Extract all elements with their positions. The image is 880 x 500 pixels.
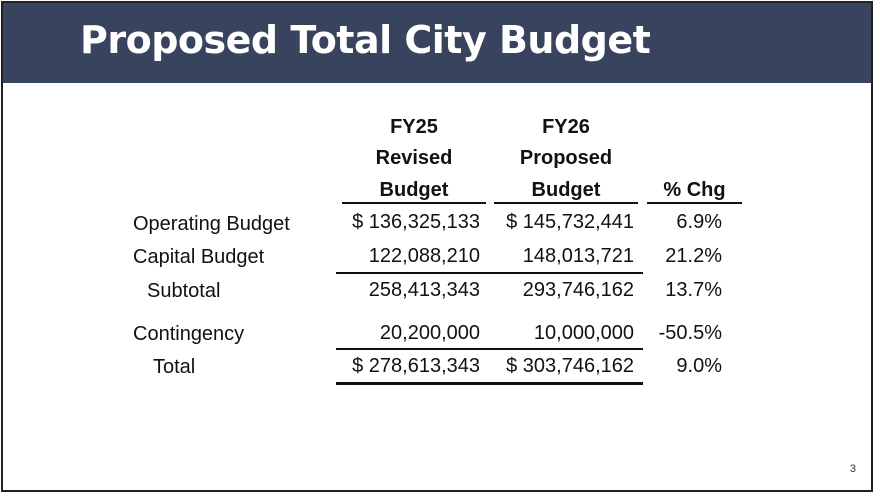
slide-frame <box>1 1 873 492</box>
total-double-rule <box>336 382 643 385</box>
row-label: Contingency <box>133 323 245 345</box>
cell-fy25: $ 278,613,343 <box>352 355 480 377</box>
row-label: Subtotal <box>147 280 221 302</box>
cell-pct: 6.9% <box>676 211 722 233</box>
header-underline <box>494 202 638 204</box>
page-number: 3 <box>849 463 856 475</box>
row-label: Capital Budget <box>133 246 265 268</box>
cell-fy25: 122,088,210 <box>368 245 480 267</box>
header-fy25-line2: Revised <box>375 147 453 169</box>
total-rule <box>336 348 643 350</box>
header-fy25-line3: Budget <box>379 179 449 201</box>
header-underline <box>342 202 486 204</box>
title-band <box>3 3 871 83</box>
cell-pct: 9.0% <box>676 355 722 377</box>
header-fy25-line1: FY25 <box>390 116 438 138</box>
header-fy26-line3: Budget <box>531 179 601 201</box>
cell-pct: -50.5% <box>658 322 722 344</box>
subtotal-rule <box>336 272 643 274</box>
row-label: Total <box>153 356 196 378</box>
cell-fy26: $ 145,732,441 <box>506 211 634 233</box>
cell-pct: 21.2% <box>665 245 722 267</box>
cell-fy26: 10,000,000 <box>533 322 634 344</box>
cell-pct: 13.7% <box>665 279 722 301</box>
cell-fy26: 148,013,721 <box>522 245 634 267</box>
header-fy26-line1: FY26 <box>542 116 590 138</box>
cell-fy25: 258,413,343 <box>368 279 480 301</box>
slide-title: Proposed Total City Budget <box>80 18 651 62</box>
header-pct-change: % Chg <box>663 179 726 201</box>
cell-fy26: 293,746,162 <box>522 279 634 301</box>
cell-fy25: $ 136,325,133 <box>352 211 480 233</box>
row-label: Operating Budget <box>133 213 290 235</box>
cell-fy25: 20,200,000 <box>379 322 480 344</box>
cell-fy26: $ 303,746,162 <box>506 355 634 377</box>
header-fy26-line2: Proposed <box>519 147 613 169</box>
header-underline <box>647 202 742 204</box>
